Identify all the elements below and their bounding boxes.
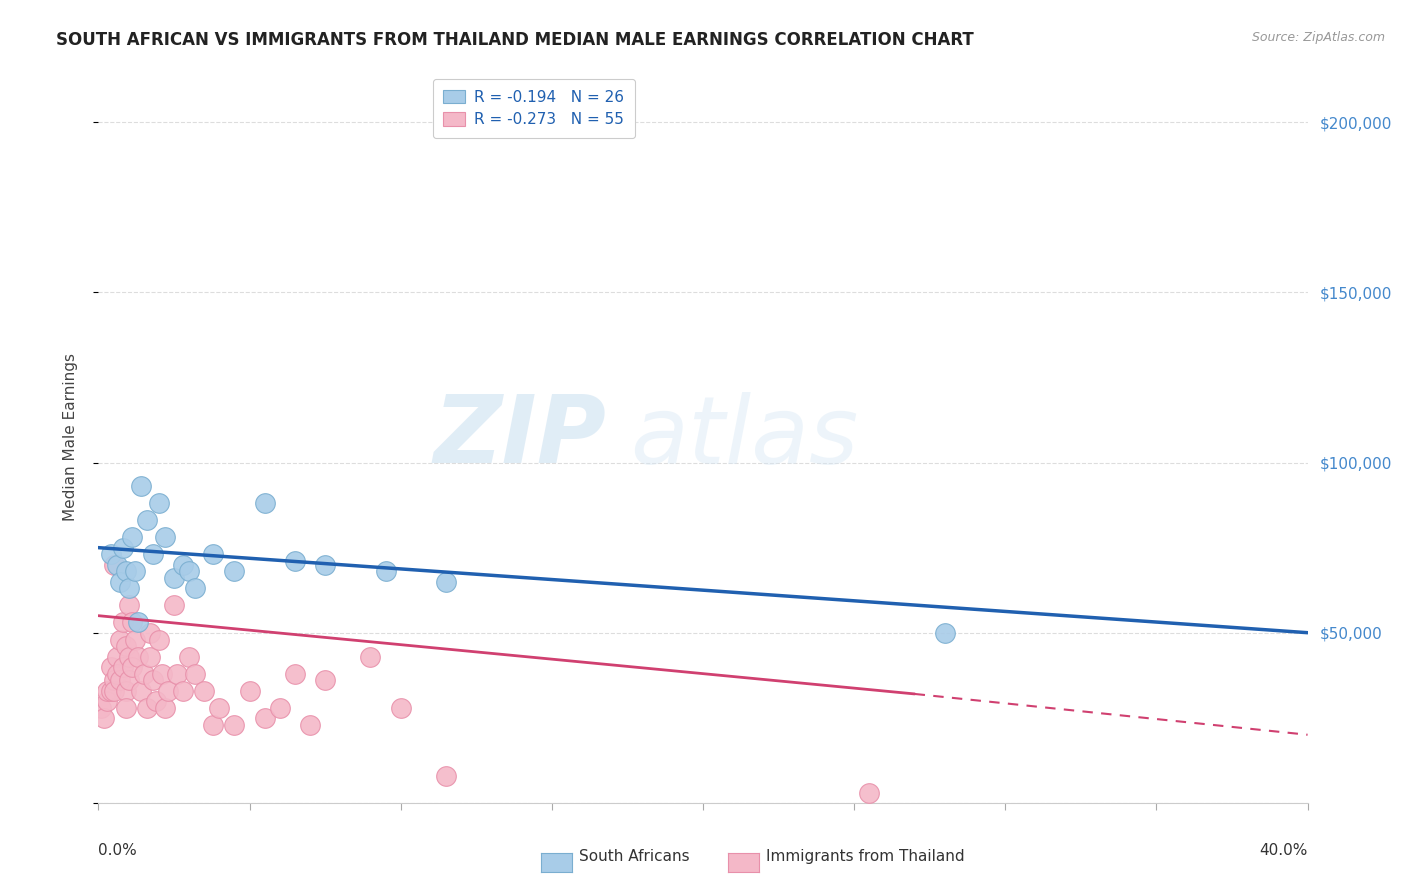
Point <box>127 615 149 630</box>
Point <box>156 683 179 698</box>
Point <box>166 666 188 681</box>
Point <box>172 558 194 572</box>
Text: SOUTH AFRICAN VS IMMIGRANTS FROM THAILAND MEDIAN MALE EARNINGS CORRELATION CHART: SOUTH AFRICAN VS IMMIGRANTS FROM THAILAN… <box>56 31 974 49</box>
Point <box>111 615 134 630</box>
Text: South Africans: South Africans <box>579 849 690 863</box>
Text: 0.0%: 0.0% <box>98 843 138 858</box>
Point <box>202 548 225 562</box>
Point <box>193 683 215 698</box>
Point <box>114 640 136 654</box>
Point <box>135 513 157 527</box>
Point <box>93 711 115 725</box>
Point <box>108 632 131 647</box>
Point <box>374 565 396 579</box>
Point <box>184 666 207 681</box>
Point <box>179 649 201 664</box>
Point <box>124 632 146 647</box>
Point <box>114 683 136 698</box>
Point <box>153 700 176 714</box>
Point <box>111 541 134 555</box>
Point <box>100 683 122 698</box>
Point <box>142 548 165 562</box>
Point <box>299 717 322 731</box>
Point <box>121 531 143 545</box>
Point <box>172 683 194 698</box>
Point <box>145 694 167 708</box>
Point <box>139 625 162 640</box>
Point <box>96 683 118 698</box>
Point <box>284 666 307 681</box>
Point <box>103 558 125 572</box>
Point <box>121 615 143 630</box>
Point <box>114 565 136 579</box>
Point <box>434 574 457 589</box>
Point <box>103 673 125 688</box>
Point <box>184 582 207 596</box>
Point <box>132 666 155 681</box>
Text: Source: ZipAtlas.com: Source: ZipAtlas.com <box>1251 31 1385 45</box>
Point <box>150 666 173 681</box>
Point <box>108 574 131 589</box>
Point <box>118 582 141 596</box>
Point <box>208 700 231 714</box>
Point <box>105 649 128 664</box>
Text: ZIP: ZIP <box>433 391 606 483</box>
Point <box>135 700 157 714</box>
Point <box>163 599 186 613</box>
Point <box>111 659 134 673</box>
Point <box>153 531 176 545</box>
Text: 40.0%: 40.0% <box>1260 843 1308 858</box>
Point <box>124 565 146 579</box>
Point <box>389 700 412 714</box>
Legend: R = -0.194   N = 26, R = -0.273   N = 55: R = -0.194 N = 26, R = -0.273 N = 55 <box>433 79 634 138</box>
Point <box>105 558 128 572</box>
Point <box>148 496 170 510</box>
Point <box>118 649 141 664</box>
Point <box>100 548 122 562</box>
Point <box>142 673 165 688</box>
Point <box>314 673 336 688</box>
Point <box>148 632 170 647</box>
Point <box>105 666 128 681</box>
Y-axis label: Median Male Earnings: Median Male Earnings <box>63 353 77 521</box>
Point <box>284 554 307 568</box>
Point <box>108 673 131 688</box>
Point <box>360 649 382 664</box>
Text: Immigrants from Thailand: Immigrants from Thailand <box>766 849 965 863</box>
Point <box>129 683 152 698</box>
Point <box>179 565 201 579</box>
Point <box>96 694 118 708</box>
Point <box>934 625 956 640</box>
Text: atlas: atlas <box>630 392 859 483</box>
Point <box>202 717 225 731</box>
Point <box>314 558 336 572</box>
Point <box>139 649 162 664</box>
Point <box>224 717 246 731</box>
Point <box>114 700 136 714</box>
Point <box>434 768 457 782</box>
Point <box>127 649 149 664</box>
Point <box>253 496 276 510</box>
Point <box>129 479 152 493</box>
Point <box>224 565 246 579</box>
Point <box>163 571 186 585</box>
Point <box>121 659 143 673</box>
Point <box>90 700 112 714</box>
Point <box>118 599 141 613</box>
Point <box>253 711 276 725</box>
Point <box>269 700 291 714</box>
Point <box>239 683 262 698</box>
Point <box>103 683 125 698</box>
Point <box>118 673 141 688</box>
Point <box>100 659 122 673</box>
Point <box>858 786 880 800</box>
